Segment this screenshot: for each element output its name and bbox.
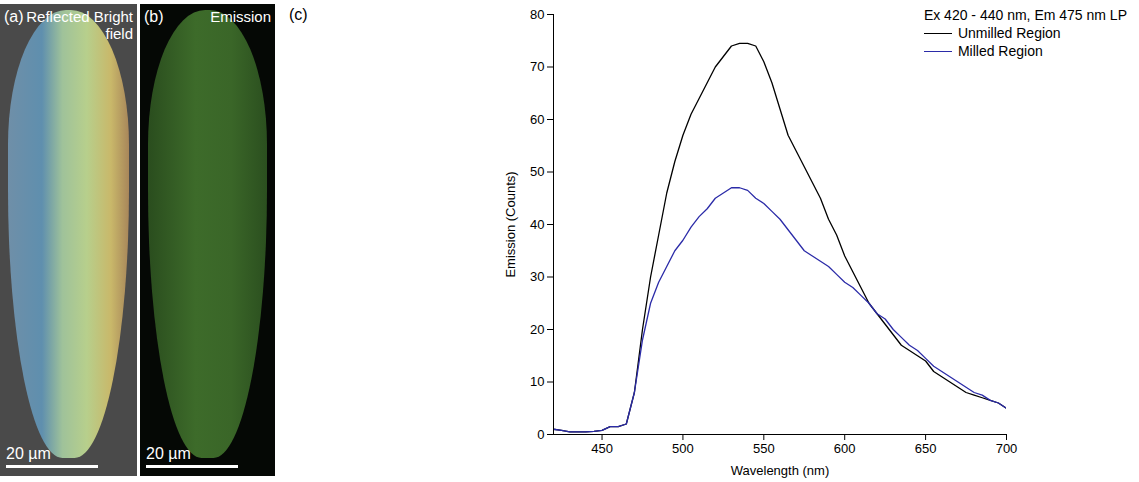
svg-text:0: 0 — [537, 427, 544, 442]
svg-text:20: 20 — [530, 322, 544, 337]
svg-text:Wavelength (nm): Wavelength (nm) — [731, 463, 830, 478]
svg-text:450: 450 — [591, 441, 613, 456]
html-text:20 µm: 20 µm — [146, 445, 191, 462]
svg-text:50: 50 — [530, 164, 544, 179]
svg-text:80: 80 — [530, 7, 544, 22]
html-text:Unmilled Region: Unmilled Region — [957, 25, 1061, 41]
svg-text:10: 10 — [530, 374, 544, 389]
svg-text:Emission (Counts): Emission (Counts) — [503, 171, 518, 277]
svg-text:700: 700 — [996, 441, 1018, 456]
html-text:(c): (c) — [289, 6, 308, 23]
svg-text:70: 70 — [530, 59, 544, 74]
html-text:Emission: Emission — [210, 8, 271, 25]
html-text:(a) Reflected Bright field: (a) Reflected Bright field — [4, 8, 133, 42]
svg-text:600: 600 — [834, 441, 856, 456]
svg-text:500: 500 — [672, 441, 694, 456]
html-text:Milled Region: Milled Region — [957, 43, 1043, 59]
html-text:20 µm: 20 µm — [6, 445, 51, 462]
svg-text:30: 30 — [530, 269, 544, 284]
html-text:Ex 420 - 440 nm, Em 475 nm LP: Ex 420 - 440 nm, Em 475 nm LP — [923, 7, 1127, 23]
svg-text:60: 60 — [530, 112, 544, 127]
svg-text:550: 550 — [753, 441, 775, 456]
svg-text:40: 40 — [530, 217, 544, 232]
svg-text:650: 650 — [915, 441, 937, 456]
html-text:(b): (b) — [144, 8, 164, 25]
